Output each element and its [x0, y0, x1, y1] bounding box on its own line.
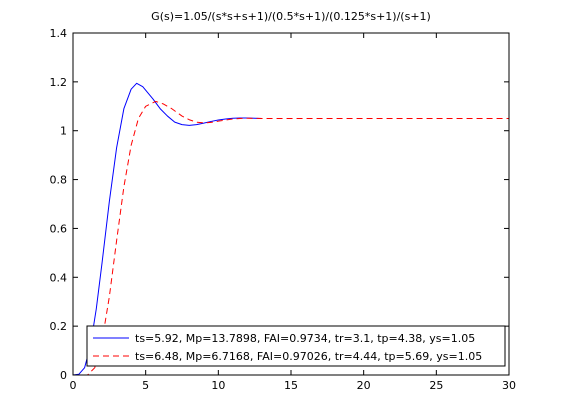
- series-line-1: [72, 82, 262, 376]
- chart-title: G(s)=1.05/(s*s+s+1)/(0.5*s+1)/(0.125*s+1…: [151, 10, 431, 23]
- y-tick-label: 1.4: [50, 27, 68, 40]
- legend: ts=5.92, Mp=13.7898, FAI=0.9734, tr=3.1,…: [86, 325, 506, 367]
- series-line-2: [73, 100, 509, 376]
- series-group: [72, 82, 509, 376]
- ticks: 0 5 10 15 20 25 30 0 0.2 0.4 0.6 0.8 1 1.2 1.4: [50, 27, 517, 392]
- x-tick-label: 10: [211, 379, 225, 392]
- legend-box: [86, 325, 506, 367]
- x-tick-label: 25: [429, 379, 443, 392]
- y-tick-label: 0.8: [50, 174, 68, 187]
- y-tick-label: 0.6: [50, 222, 68, 235]
- x-tick-label: 20: [357, 379, 371, 392]
- legend-label-1: ts=5.92, Mp=13.7898, FAI=0.9734, tr=3.1,…: [135, 332, 475, 345]
- legend-label-2: ts=6.48, Mp=6.7168, FAI=0.97026, tr=4.44…: [135, 350, 482, 363]
- x-tick-label: 0: [70, 379, 77, 392]
- x-tick-label: 30: [502, 379, 516, 392]
- x-tick-label: 15: [284, 379, 298, 392]
- x-tick-label: 5: [142, 379, 149, 392]
- y-tick-label: 0.2: [50, 320, 68, 333]
- y-tick-label: 1: [60, 125, 67, 138]
- y-tick-label: 1.2: [50, 76, 68, 89]
- y-tick-label: 0: [60, 369, 67, 382]
- y-tick-label: 0.4: [50, 271, 68, 284]
